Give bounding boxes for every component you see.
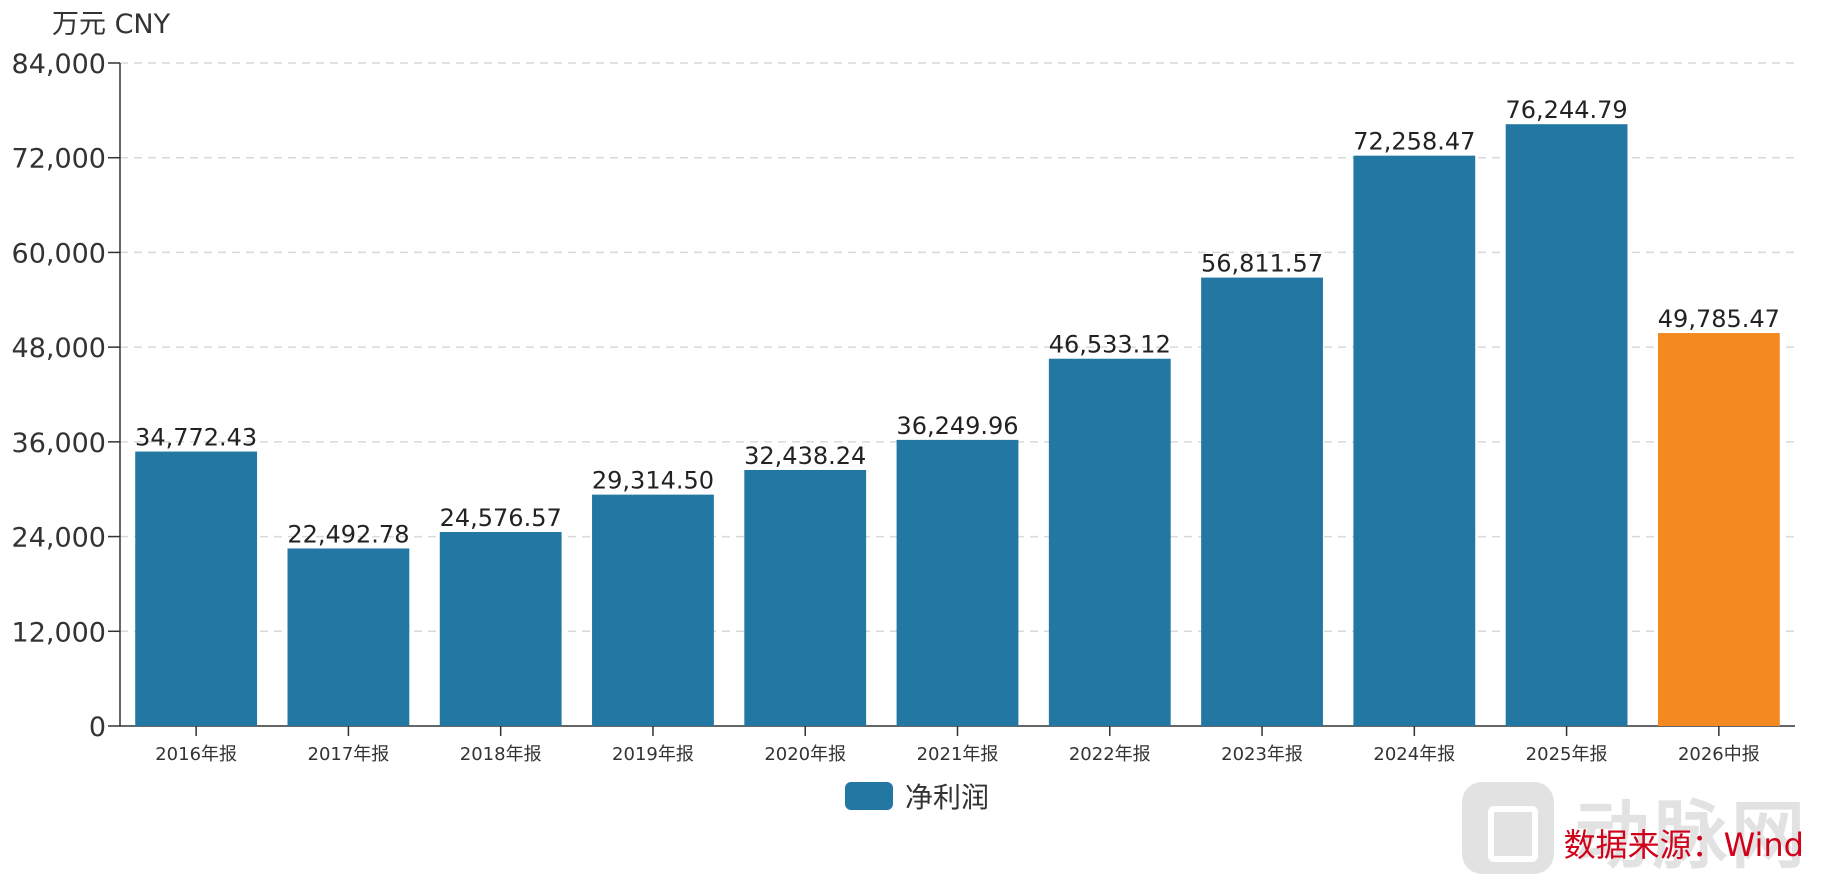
legend[interactable]: 净利润 xyxy=(845,776,989,816)
bar xyxy=(744,469,867,726)
bar-data-label: 24,576.57 xyxy=(440,504,562,532)
y-axis-unit-label: 万元 CNY xyxy=(52,9,171,40)
bar-data-label: 49,785.47 xyxy=(1658,305,1780,333)
x-tick-label: 2024年报 xyxy=(1373,744,1455,765)
y-tick-label: 12,000 xyxy=(12,617,106,648)
watermark-logo-icon xyxy=(1462,782,1554,874)
x-tick-label: 2018年报 xyxy=(460,744,542,765)
x-tick-label: 2016年报 xyxy=(155,744,237,765)
bar xyxy=(135,451,258,726)
bar-data-label: 36,249.96 xyxy=(896,412,1018,440)
legend-swatch xyxy=(845,782,893,810)
x-tick-label: 2020年报 xyxy=(764,744,846,765)
x-tick-label: 2026中报 xyxy=(1678,744,1760,765)
y-tick-label: 36,000 xyxy=(12,428,106,459)
bar xyxy=(439,532,562,726)
bar xyxy=(1201,277,1323,726)
bar-data-label: 32,438.24 xyxy=(744,442,866,470)
bar xyxy=(592,494,714,726)
x-tick-label: 2025年报 xyxy=(1526,744,1608,765)
y-tick-label: 24,000 xyxy=(12,523,106,554)
legend-label-net-profit: 净利润 xyxy=(905,781,990,814)
bar xyxy=(896,439,1019,726)
y-tick-label: 84,000 xyxy=(12,49,106,80)
bar-data-label: 22,492.78 xyxy=(287,520,409,548)
bar-data-label: 34,772.43 xyxy=(135,424,257,452)
bar-data-label: 72,258.47 xyxy=(1353,128,1475,156)
bar-data-label: 76,244.79 xyxy=(1506,96,1628,124)
bar xyxy=(1353,155,1476,727)
y-tick-label: 72,000 xyxy=(12,144,106,175)
bar xyxy=(287,548,410,726)
bar-data-label: 29,314.50 xyxy=(592,467,714,495)
bar xyxy=(1505,124,1628,727)
y-tick-label: 60,000 xyxy=(12,238,106,269)
bar xyxy=(1657,333,1780,726)
data-source-note: 数据来源：Wind xyxy=(1563,826,1804,864)
y-tick-label: 0 xyxy=(89,712,106,743)
x-tick-label: 2019年报 xyxy=(612,744,694,765)
y-tick-label: 48,000 xyxy=(12,333,106,364)
x-tick-label: 2017年报 xyxy=(308,744,390,765)
x-tick-label: 2023年报 xyxy=(1221,744,1303,765)
x-tick-label: 2022年报 xyxy=(1069,744,1151,765)
watermark-text: 动脉网 xyxy=(1575,793,1809,879)
bar-data-label: 46,533.12 xyxy=(1049,331,1171,359)
bar-data-label: 56,811.57 xyxy=(1201,250,1323,278)
bar xyxy=(1048,358,1171,726)
x-tick-label: 2021年报 xyxy=(917,744,999,765)
